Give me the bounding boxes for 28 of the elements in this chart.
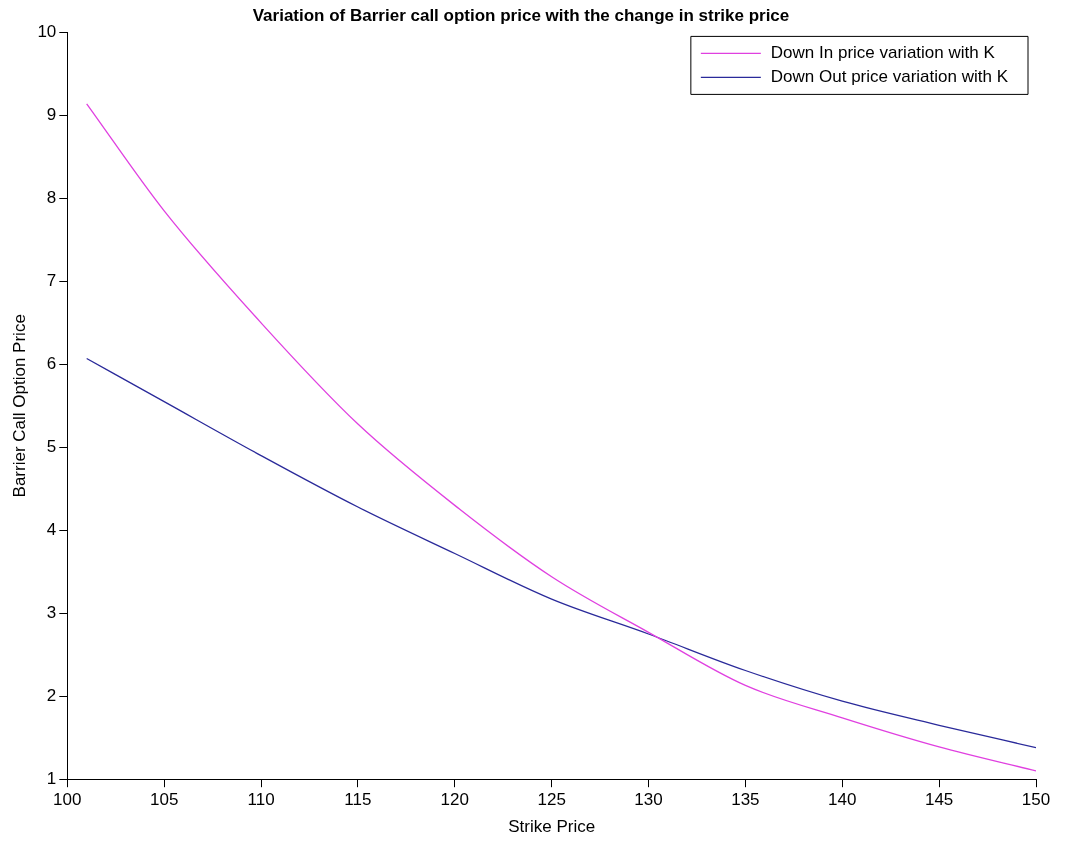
- x-tick-label: 130: [634, 790, 663, 810]
- x-tick-label: 100: [53, 790, 82, 810]
- x-tick-label: 135: [731, 790, 760, 810]
- chart-title: Variation of Barrier call option price with the change in strike price: [252, 5, 790, 25]
- x-tick-label: 110: [247, 790, 275, 810]
- x-tick-label: 140: [828, 790, 857, 810]
- y-tick-label: 7: [46, 271, 57, 291]
- y-tick-label: 5: [46, 436, 57, 456]
- x-tick-label: 150: [1021, 790, 1051, 810]
- y-tick-label: 2: [46, 685, 57, 705]
- x-tick-label: 125: [537, 790, 566, 810]
- y-tick-label: 10: [37, 22, 57, 42]
- y-tick-label: 8: [46, 188, 57, 208]
- x-tick-label: 115: [344, 790, 372, 810]
- legend-label: Down Out price variation with K: [770, 67, 1009, 87]
- line-series: [86, 103, 1036, 772]
- y-tick-label: 4: [46, 519, 57, 539]
- y-tick-label: 1: [46, 768, 57, 788]
- y-tick-label: 9: [46, 105, 57, 125]
- x-tick-label: 120: [440, 790, 469, 810]
- legend-label: Down In price variation with K: [770, 43, 996, 63]
- y-axis-title: Barrier Call Option Price: [9, 314, 29, 498]
- x-axis-title: Strike Price: [508, 817, 596, 837]
- x-tick-label: 145: [924, 790, 954, 810]
- x-tick-label: 105: [149, 790, 179, 810]
- line-series: [86, 357, 1036, 749]
- y-tick-label: 3: [46, 602, 57, 622]
- y-tick-label: 6: [46, 354, 57, 373]
